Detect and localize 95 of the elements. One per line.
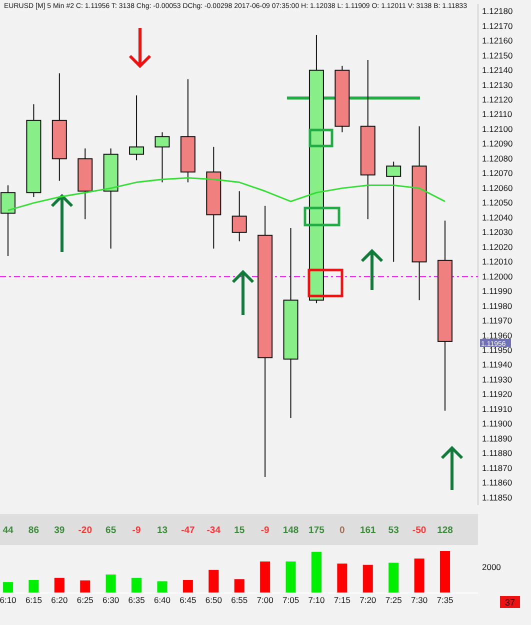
candlestick bbox=[129, 94, 144, 161]
bar bbox=[28, 580, 39, 593]
data-label: 39 bbox=[54, 525, 65, 536]
y-tick-label: 1.11920 bbox=[482, 389, 512, 400]
y-tick-label: 1.11990 bbox=[482, 286, 512, 296]
data-label: -47 bbox=[181, 525, 195, 536]
bar bbox=[286, 562, 296, 593]
y-tick-label: 1.11890 bbox=[482, 433, 512, 444]
text: 37 bbox=[504, 598, 516, 608]
bar bbox=[182, 580, 193, 593]
x-tick-label: 7:35 bbox=[436, 595, 454, 606]
bar bbox=[362, 564, 373, 593]
data-label: 13 bbox=[156, 525, 168, 536]
x-tick-label: 6:50 bbox=[205, 595, 222, 606]
y-tick-label: 1.11980 bbox=[482, 300, 512, 311]
y-tick-label: 1.11860 bbox=[482, 478, 512, 488]
y-tick-label: 1.12050 bbox=[482, 198, 513, 208]
data-label: -9 bbox=[260, 525, 270, 536]
data-label: 175 bbox=[308, 525, 326, 536]
bar bbox=[3, 582, 13, 593]
x-tick-label: 7:20 bbox=[360, 595, 376, 606]
y-tick-label: 1.12140 bbox=[482, 65, 513, 76]
bar bbox=[260, 562, 270, 593]
data-label: 44 bbox=[2, 525, 14, 536]
y-tick-label: 1.11870 bbox=[482, 462, 512, 473]
y-tick-label: 1.12000 bbox=[482, 271, 513, 282]
y-tick-label: 1.12010 bbox=[482, 256, 513, 267]
y-tick-label: 1.11940 bbox=[482, 360, 512, 370]
x-tick-label: 6:30 bbox=[102, 595, 120, 606]
data-label: 0 bbox=[340, 525, 345, 536]
x-tick-label: 6:20 bbox=[51, 595, 68, 606]
candlestick bbox=[386, 161, 402, 262]
x-tick-label: 6:25 bbox=[76, 595, 94, 606]
y-tick-label: 1.12090 bbox=[482, 138, 513, 149]
bar bbox=[208, 570, 219, 593]
data-label: -20 bbox=[78, 525, 92, 536]
y-tick-label: 1.12080 bbox=[482, 153, 513, 164]
bar bbox=[440, 551, 450, 593]
y-tick-label: 1.12180 bbox=[482, 6, 513, 16]
y-tick-label: 1.12170 bbox=[482, 20, 513, 31]
candlestick bbox=[0, 184, 16, 256]
data-label: 53 bbox=[388, 525, 399, 536]
candlestick bbox=[232, 190, 247, 242]
x-tick-label: 7:00 bbox=[256, 595, 274, 606]
y-tick-label: 1.12030 bbox=[482, 227, 513, 238]
y-tick-label: 1.12020 bbox=[482, 242, 513, 252]
y-tick-label: 1.11910 bbox=[482, 404, 512, 414]
y-tick-label: 1.12110 bbox=[482, 109, 512, 120]
y-tick-label: 1.11900 bbox=[482, 418, 512, 429]
y-tick-label: 1.11970 bbox=[482, 316, 512, 326]
bar bbox=[54, 578, 64, 593]
bar bbox=[388, 562, 399, 593]
x-tick-label: 7:25 bbox=[385, 595, 402, 606]
bar bbox=[337, 564, 348, 593]
y-tick-label: 1.12040 bbox=[482, 212, 513, 222]
y-tick-label: 1.11930 bbox=[482, 374, 512, 384]
x-tick-label: 7:15 bbox=[334, 595, 351, 606]
bar bbox=[414, 558, 424, 593]
x-tick-label: 6:15 bbox=[25, 595, 42, 606]
data-label: 148 bbox=[282, 525, 299, 536]
x-tick-label: 6:55 bbox=[231, 595, 248, 606]
y-tick-label: 1.12150 bbox=[482, 50, 513, 60]
bar bbox=[157, 581, 168, 593]
x-tick-label: 7:10 bbox=[308, 595, 326, 606]
data-label: -34 bbox=[206, 525, 222, 536]
data-label: 15 bbox=[234, 525, 246, 536]
data-label: 161 bbox=[360, 525, 377, 536]
data-label: -50 bbox=[412, 525, 426, 536]
bar bbox=[132, 578, 142, 593]
x-tick-label: 7:30 bbox=[411, 595, 428, 606]
bar bbox=[80, 580, 90, 593]
y-tick-label: 1.12160 bbox=[482, 36, 513, 46]
y-tick-label: 1.11950 bbox=[482, 345, 512, 355]
bar bbox=[311, 552, 322, 593]
y-tick-label: 1.11850 bbox=[482, 492, 512, 502]
x-tick-label: 6:40 bbox=[154, 595, 171, 606]
candlestick bbox=[154, 132, 170, 183]
y-tick-label: 1.12120 bbox=[482, 94, 513, 104]
x-tick-label: 6:35 bbox=[128, 595, 146, 606]
bar bbox=[106, 574, 116, 593]
y-tick-label: 1.12130 bbox=[482, 80, 513, 90]
data-label: -9 bbox=[132, 525, 141, 536]
bar bbox=[234, 579, 244, 593]
x-tick-label: 7:05 bbox=[282, 595, 300, 606]
x-tick-label: 6:10 bbox=[0, 595, 17, 606]
y-tick-label: 1.11960 bbox=[482, 330, 512, 340]
text: 2000 bbox=[482, 562, 502, 572]
data-label: 128 bbox=[437, 525, 453, 536]
y-tick-label: 1.12100 bbox=[482, 124, 513, 134]
y-tick-label: 1.11880 bbox=[482, 448, 512, 458]
data-label: 65 bbox=[106, 525, 117, 536]
y-tick-label: 1.12060 bbox=[482, 182, 513, 193]
y-tick-label: 1.12070 bbox=[482, 168, 513, 178]
data-label: 86 bbox=[28, 525, 39, 536]
x-tick-label: 6:45 bbox=[180, 595, 196, 606]
